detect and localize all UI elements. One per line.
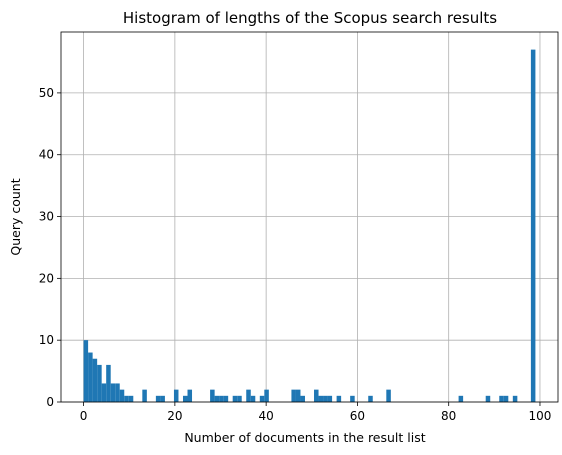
histogram-bar xyxy=(458,395,464,402)
histogram-bar xyxy=(250,395,256,402)
histogram-bar xyxy=(499,395,504,402)
histogram-bar xyxy=(219,395,224,402)
y-tick-label: 10 xyxy=(39,333,54,347)
histogram-bar xyxy=(83,340,89,402)
histogram-bar xyxy=(368,395,373,402)
histogram-bar xyxy=(142,389,147,402)
histogram-bar xyxy=(155,395,161,402)
histogram-bar xyxy=(259,395,265,402)
histogram-bar xyxy=(350,395,355,402)
histogram-bar xyxy=(291,389,296,402)
histogram-bar xyxy=(223,395,229,402)
histogram-bar xyxy=(386,389,391,402)
histogram-bar xyxy=(92,358,98,402)
x-axis-label: Number of documents in the result list xyxy=(184,430,425,445)
histogram-bar xyxy=(128,395,134,402)
histogram-bar xyxy=(210,389,215,402)
histogram-bar xyxy=(295,389,301,402)
histogram-bar xyxy=(336,395,342,402)
histogram-bars xyxy=(83,49,536,402)
histogram-bar xyxy=(314,389,319,402)
histogram-bar xyxy=(300,395,305,402)
histogram-bar xyxy=(512,395,518,402)
histogram-bar xyxy=(182,395,188,402)
x-tick-label: 60 xyxy=(350,409,365,423)
histogram-bar xyxy=(88,352,93,402)
x-axis-ticks: 0 20 40 60 80 100 xyxy=(80,402,552,423)
y-tick-label: 50 xyxy=(39,86,54,100)
histogram-bar xyxy=(106,364,111,402)
x-tick-label: 100 xyxy=(529,409,552,423)
histogram-bar xyxy=(503,395,509,402)
histogram-bar xyxy=(246,389,251,402)
y-tick-label: 0 xyxy=(46,395,54,409)
y-tick-label: 40 xyxy=(39,148,54,162)
x-tick-label: 0 xyxy=(80,409,88,423)
histogram-bar xyxy=(115,383,120,402)
plot-frame xyxy=(60,31,559,403)
histogram-bar xyxy=(264,389,269,402)
grid-lines xyxy=(61,32,558,403)
histogram-bar xyxy=(101,383,107,402)
histogram-bar xyxy=(237,395,242,402)
y-axis-ticks: 0 10 20 30 40 50 xyxy=(39,86,61,409)
histogram-bar xyxy=(110,383,116,402)
chart-title: Histogram of lengths of the Scopus searc… xyxy=(123,9,497,27)
histogram-bar xyxy=(318,395,324,402)
histogram-bar xyxy=(327,395,333,402)
histogram-bar xyxy=(124,395,129,402)
x-tick-label: 40 xyxy=(259,409,274,423)
histogram-bar xyxy=(160,395,165,402)
histogram-bar xyxy=(485,395,491,402)
y-tick-label: 20 xyxy=(39,271,54,285)
histogram-bar xyxy=(530,49,536,402)
x-tick-label: 80 xyxy=(441,409,456,423)
histogram-bar xyxy=(214,395,220,402)
histogram-bar xyxy=(323,395,328,402)
x-tick-label: 20 xyxy=(167,409,182,423)
histogram-bar xyxy=(119,389,125,402)
y-axis-label: Query count xyxy=(8,178,23,255)
histogram-bar xyxy=(97,364,102,402)
y-tick-label: 30 xyxy=(39,210,54,224)
histogram-bar xyxy=(232,395,238,402)
histogram-bar xyxy=(187,389,193,402)
histogram-bar xyxy=(173,389,179,402)
